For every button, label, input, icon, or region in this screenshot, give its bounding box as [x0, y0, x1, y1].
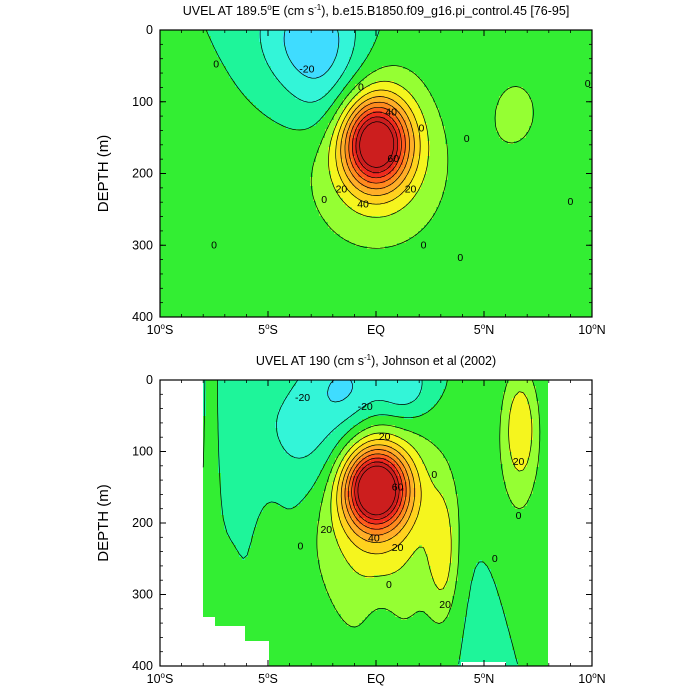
y-axis-label: DEPTH (m) — [95, 135, 112, 213]
contour-label: 0 — [386, 579, 392, 591]
contour-line — [330, 391, 533, 590]
chart-title: UVEL AT 190 (cm s-1), Johnson et al (200… — [256, 353, 496, 368]
contour-label: 40 — [368, 533, 380, 545]
contour-line — [344, 449, 411, 536]
x-tick-label: 10oN — [578, 322, 605, 337]
contour-label: 20 — [320, 524, 332, 536]
y-tick-label: 0 — [146, 373, 153, 387]
x-tick-label: EQ — [367, 323, 385, 337]
y-tick-label: 400 — [132, 659, 153, 673]
contour-label: 0 — [567, 196, 573, 208]
y-tick-label: 300 — [132, 588, 153, 602]
contour-label: 40 — [385, 107, 397, 119]
contour-label: 60 — [387, 153, 399, 165]
y-tick-label: 100 — [132, 95, 153, 109]
contour-label: 0 — [213, 58, 219, 70]
contour-label: 40 — [357, 198, 369, 210]
contour-line — [276, 379, 423, 459]
contour-label: 20 — [405, 183, 417, 195]
contour-line — [283, 29, 340, 79]
contour-line — [355, 116, 399, 174]
contour-label: 0 — [321, 194, 327, 206]
contour-label: 0 — [418, 122, 424, 134]
contour-label: 0 — [464, 133, 470, 145]
y-tick-label: 0 — [146, 23, 153, 37]
contour-label: 60 — [392, 481, 404, 493]
contour-label: -20 — [358, 401, 373, 413]
contour-line — [310, 65, 534, 249]
x-tick-label: 10oN — [578, 671, 605, 686]
x-tick-label: 5oN — [474, 671, 494, 686]
contour-line — [344, 101, 410, 190]
y-tick-label: 300 — [132, 238, 153, 252]
contour-line — [259, 29, 356, 103]
contour-line — [340, 96, 415, 196]
contour-lines — [202, 379, 541, 665]
y-tick-label: 100 — [132, 445, 153, 459]
contour-label: 0 — [457, 252, 463, 264]
contour-label: 0 — [421, 239, 427, 251]
contour-line — [359, 121, 395, 168]
contour-label: 20 — [439, 599, 451, 611]
contour-label: -20 — [299, 63, 314, 75]
contour-line — [205, 29, 380, 131]
y-tick-label: 400 — [132, 310, 153, 324]
y-tick-label: 200 — [132, 167, 153, 181]
contour-fill — [203, 380, 548, 666]
contour-line — [316, 379, 541, 628]
contour-label: 20 — [379, 431, 391, 443]
y-axis-label: DEPTH (m) — [95, 484, 112, 562]
x-tick-label: 10oS — [147, 322, 174, 337]
contour-line — [351, 457, 403, 525]
x-tick-label: 5oS — [258, 322, 278, 337]
contour-label: 20 — [392, 542, 404, 554]
y-tick-label: 200 — [132, 516, 153, 530]
contour-line — [202, 379, 518, 665]
contour-line — [336, 439, 422, 555]
contour-label: 0 — [516, 510, 522, 522]
contour-lines — [205, 29, 534, 249]
contour-line — [348, 453, 407, 530]
x-tick-label: 5oS — [258, 671, 278, 686]
contour-line — [357, 465, 397, 516]
contour-label: 0 — [431, 469, 437, 481]
contour-line — [340, 444, 416, 543]
contour-line — [327, 379, 353, 403]
x-tick-label: 10oS — [147, 671, 174, 686]
chart-title: UVEL AT 189.5oE (cm s-1), b.e15.B1850.f0… — [183, 3, 570, 18]
contour-label: 0 — [585, 78, 591, 90]
contour-line — [328, 80, 430, 218]
contour-line — [335, 89, 421, 205]
contour-label: 0 — [211, 239, 217, 251]
contour-label: -20 — [295, 392, 310, 404]
contour-line — [348, 106, 406, 184]
contour-label: 20 — [513, 456, 525, 468]
x-tick-label: EQ — [367, 672, 385, 686]
contour-line — [354, 461, 400, 520]
contour-label: 0 — [297, 541, 303, 553]
x-tick-label: 5oN — [474, 322, 494, 337]
contour-label: 0 — [492, 553, 498, 565]
contour-label: 0 — [358, 81, 364, 93]
contour-line — [352, 111, 402, 179]
contour-fill — [160, 30, 592, 317]
contour-label: 20 — [336, 183, 348, 195]
